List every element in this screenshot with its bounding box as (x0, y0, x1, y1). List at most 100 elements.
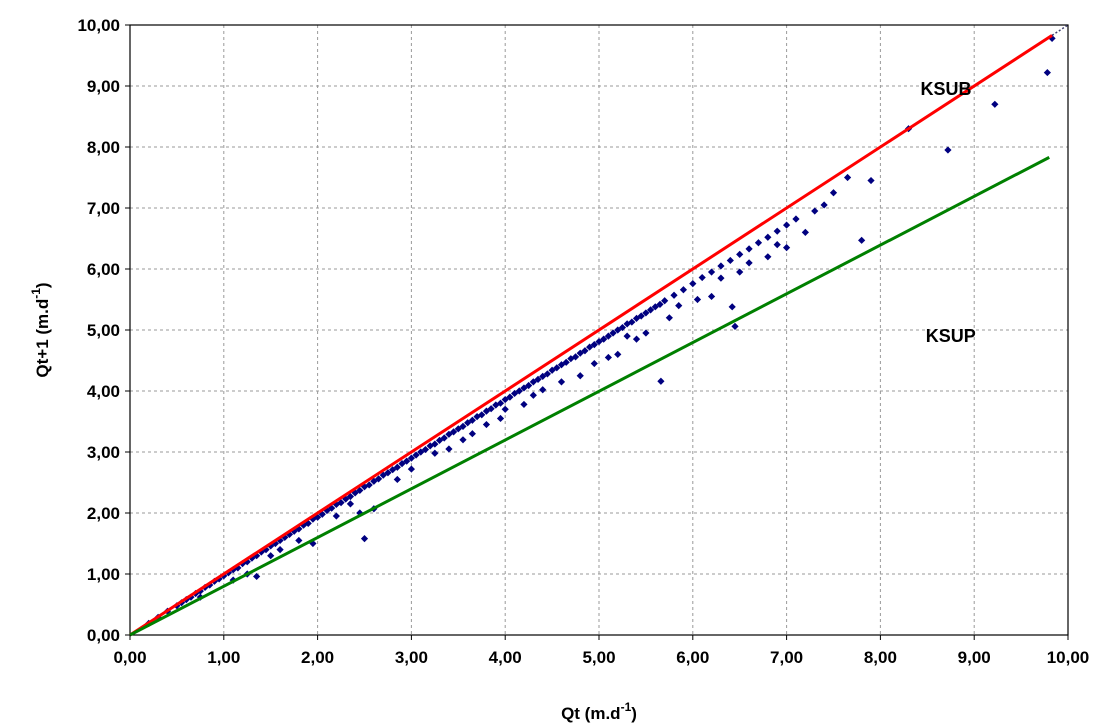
data-point (360, 535, 369, 543)
data-point (707, 292, 716, 301)
data-point (421, 445, 430, 454)
x-tick-label: 9,00 (958, 648, 991, 667)
data-point (431, 449, 439, 457)
data-point (253, 552, 261, 560)
data-point (745, 259, 753, 267)
data-point (614, 350, 622, 358)
data-point (576, 349, 584, 357)
ksup-line (129, 156, 1050, 637)
data-point (365, 481, 373, 489)
data-point (501, 395, 509, 404)
data-point (520, 384, 528, 392)
ksub-line (129, 34, 1053, 637)
data-point (346, 500, 355, 508)
data-point (529, 391, 537, 399)
data-point (661, 297, 669, 305)
data-point (679, 286, 688, 294)
x-tick-label: 4,00 (489, 648, 522, 667)
data-point (234, 564, 242, 572)
data-point (731, 322, 739, 330)
data-point (482, 420, 491, 429)
data-point (773, 227, 781, 235)
data-point (262, 546, 270, 554)
data-point (665, 314, 673, 322)
y-tick-label: 3,00 (87, 443, 120, 462)
y-tick-label: 6,00 (87, 260, 120, 279)
regression-lines (129, 34, 1053, 637)
data-point (944, 146, 952, 154)
data-point (435, 436, 444, 445)
data-point (525, 381, 533, 390)
data-point (393, 463, 401, 471)
data-point (792, 215, 800, 223)
data-point (248, 554, 256, 562)
data-point (656, 300, 664, 308)
data-point (642, 329, 650, 337)
data-point (337, 499, 345, 507)
data-point (693, 295, 702, 304)
y-tick-label: 10,00 (77, 16, 120, 35)
data-point (557, 378, 566, 386)
data-point (309, 539, 317, 548)
data-point (332, 500, 340, 509)
data-point (407, 465, 415, 473)
x-tick-label: 10,00 (1047, 648, 1090, 667)
data-points (145, 34, 1056, 628)
data-point (783, 221, 791, 229)
x-tick-label: 2,00 (301, 648, 334, 667)
data-point (543, 370, 552, 378)
y-tick-label: 7,00 (87, 199, 120, 218)
data-point (295, 525, 303, 533)
data-point (412, 451, 420, 459)
data-point (689, 280, 697, 288)
data-point (450, 428, 458, 436)
data-point (754, 239, 763, 247)
data-point (843, 173, 852, 182)
data-point (736, 250, 744, 258)
data-point (501, 405, 509, 413)
data-point (595, 337, 603, 346)
data-point (745, 245, 753, 253)
data-point (440, 434, 448, 442)
data-point (717, 274, 725, 282)
data-point (487, 405, 495, 413)
x-tick-label: 6,00 (676, 648, 709, 667)
data-point (764, 233, 772, 241)
data-point (295, 536, 303, 545)
data-point (356, 486, 364, 495)
x-tick-label: 8,00 (864, 648, 897, 667)
data-point (384, 469, 392, 477)
y-axis-title: Qt+1 (m.d-1) (29, 282, 52, 377)
data-point (867, 176, 875, 185)
data-point (374, 475, 383, 483)
data-point (623, 332, 631, 340)
data-point (496, 399, 505, 407)
data-point (698, 273, 706, 282)
data-point (342, 495, 350, 503)
data-point (276, 536, 284, 545)
data-point (529, 378, 537, 386)
data-point (576, 372, 584, 380)
data-point (496, 414, 505, 423)
data-point (276, 546, 284, 554)
data-point (801, 228, 809, 236)
data-point (309, 515, 317, 523)
data-point (220, 572, 228, 580)
data-point (590, 359, 598, 368)
y-tick-label: 2,00 (87, 504, 120, 523)
data-point (285, 530, 294, 538)
data-point (829, 189, 838, 197)
data-point (539, 386, 547, 394)
ksup-label: KSUP (926, 326, 976, 346)
data-point (553, 364, 561, 372)
ksub-label: KSUB (921, 79, 972, 99)
data-point (304, 519, 312, 527)
data-point (623, 320, 631, 328)
data-point (393, 475, 401, 484)
data-point (670, 291, 678, 299)
data-point (675, 302, 683, 310)
data-point (562, 358, 570, 366)
data-point (318, 510, 326, 518)
data-point (534, 375, 542, 384)
data-point (271, 539, 279, 548)
